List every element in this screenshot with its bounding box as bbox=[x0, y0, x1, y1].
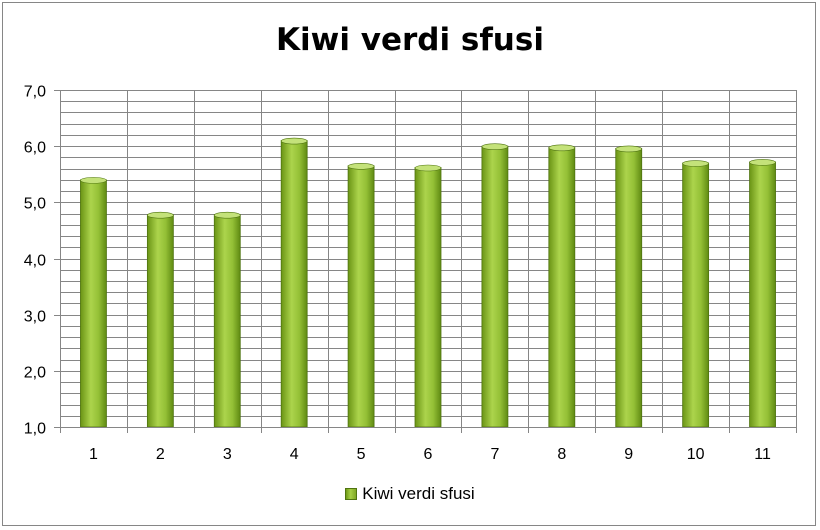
bar-6 bbox=[414, 164, 442, 428]
y-tick-label: 2,0 bbox=[24, 365, 46, 382]
bar-body bbox=[146, 214, 174, 428]
chart-title: Kiwi verdi sfusi bbox=[276, 22, 544, 58]
bar-top bbox=[347, 163, 375, 170]
y-tick-label: 6,0 bbox=[24, 140, 46, 157]
x-tick-label: 10 bbox=[687, 446, 705, 463]
x-tick-label: 11 bbox=[754, 446, 771, 463]
bar-top bbox=[80, 177, 107, 184]
y-tick-label: 7,0 bbox=[24, 84, 46, 101]
bar-3 bbox=[213, 211, 241, 428]
x-tick-label: 8 bbox=[557, 446, 566, 463]
bar-body bbox=[481, 145, 509, 428]
bar-top bbox=[280, 137, 308, 145]
bar-body bbox=[80, 179, 107, 428]
bar-10 bbox=[682, 160, 710, 428]
bar-body bbox=[548, 146, 576, 428]
x-tick-label: 1 bbox=[89, 446, 98, 463]
legend: Kiwi verdi sfusi bbox=[0, 484, 820, 505]
x-tick-label: 5 bbox=[357, 446, 366, 463]
bar-8 bbox=[548, 144, 576, 428]
x-tick-label: 7 bbox=[490, 446, 499, 463]
y-tick-label: 3,0 bbox=[24, 309, 46, 326]
legend-label: Kiwi verdi sfusi bbox=[362, 484, 475, 503]
bar-body bbox=[749, 161, 776, 428]
bar-body bbox=[280, 140, 308, 428]
bar-top bbox=[147, 211, 174, 219]
bar-top bbox=[682, 160, 709, 167]
bar-11 bbox=[749, 159, 776, 428]
bar-top bbox=[481, 143, 509, 150]
bar-body bbox=[615, 148, 643, 428]
y-tick-label: 4,0 bbox=[24, 253, 46, 270]
x-tick-label: 4 bbox=[290, 446, 299, 463]
axes: 1,0 2,0 3,0 4,0 5,0 6,0 7,0 1 2 3 4 5 6 7 8 9 10 11 bbox=[24, 84, 797, 463]
bar-top bbox=[548, 144, 576, 152]
bar-7 bbox=[481, 143, 509, 428]
bar-9 bbox=[615, 145, 643, 428]
bar-top bbox=[414, 164, 442, 172]
x-tick-label: 3 bbox=[223, 446, 232, 463]
legend-item: Kiwi verdi sfusi bbox=[345, 484, 475, 504]
bar-5 bbox=[347, 163, 375, 428]
bar-body bbox=[414, 167, 442, 428]
bar-4 bbox=[280, 137, 308, 428]
bars bbox=[80, 137, 776, 428]
y-tick-label: 5,0 bbox=[24, 196, 46, 213]
bar-body bbox=[213, 214, 241, 428]
bar-top bbox=[213, 211, 241, 219]
x-tick-label: 9 bbox=[624, 446, 633, 463]
x-tick-label: 2 bbox=[156, 446, 165, 463]
bar-body bbox=[347, 165, 375, 428]
bar-body bbox=[682, 162, 710, 428]
bar-top bbox=[749, 159, 776, 166]
bar-2 bbox=[146, 211, 174, 428]
bar-1 bbox=[80, 177, 107, 428]
x-tick-label: 6 bbox=[424, 446, 433, 463]
y-tick-label: 1,0 bbox=[24, 421, 46, 438]
bar-top bbox=[615, 145, 643, 153]
legend-swatch bbox=[345, 488, 358, 500]
